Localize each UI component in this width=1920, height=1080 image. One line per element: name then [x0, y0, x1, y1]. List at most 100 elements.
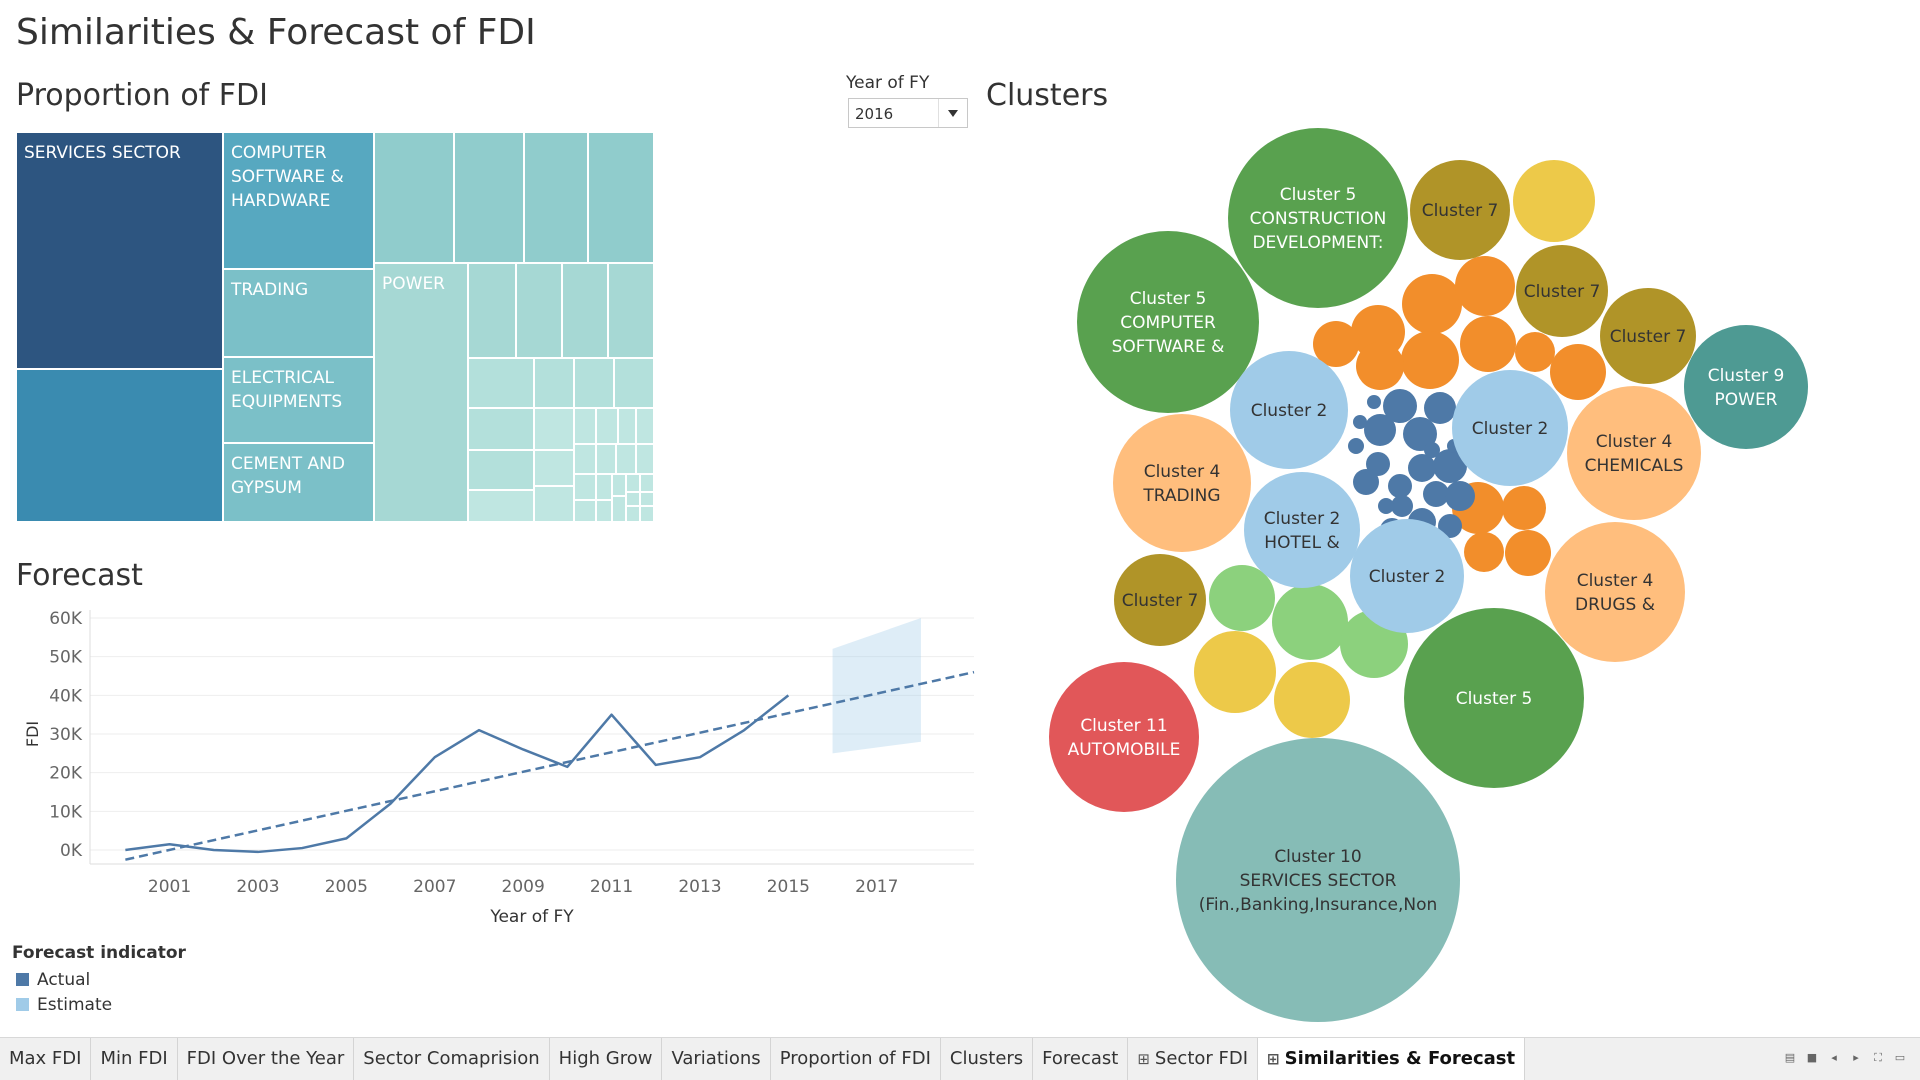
- cluster-bubble[interactable]: [1272, 584, 1348, 660]
- treemap-cell[interactable]: [574, 474, 596, 500]
- sheet-tab[interactable]: Proportion of FDI: [771, 1038, 941, 1080]
- treemap-cell[interactable]: [468, 450, 534, 490]
- cluster-bubble[interactable]: [1464, 532, 1504, 572]
- cluster-bubble[interactable]: [1550, 344, 1606, 400]
- treemap-cell[interactable]: [574, 500, 596, 522]
- next-icon[interactable]: ▸: [1853, 1051, 1859, 1064]
- treemap-cell[interactable]: [468, 263, 516, 358]
- prev-icon[interactable]: ◂: [1831, 1051, 1837, 1064]
- cluster-bubble[interactable]: [1600, 288, 1696, 384]
- present-icon[interactable]: ▭: [1894, 1051, 1906, 1064]
- cluster-bubble[interactable]: [1505, 530, 1551, 576]
- cluster-bubble[interactable]: [1350, 519, 1464, 633]
- cluster-bubble[interactable]: [1438, 514, 1462, 538]
- treemap-cell[interactable]: [626, 474, 640, 492]
- cluster-bubble[interactable]: [1408, 454, 1436, 482]
- cluster-bubble[interactable]: [1274, 662, 1350, 738]
- treemap-cell[interactable]: [468, 408, 534, 450]
- cluster-bubble[interactable]: [1230, 351, 1348, 469]
- treemap-cell[interactable]: [574, 444, 596, 474]
- treemap-cell[interactable]: [534, 450, 574, 486]
- treemap-cell[interactable]: [454, 132, 524, 263]
- cluster-bubble[interactable]: [1353, 415, 1367, 429]
- treemap-cell[interactable]: [616, 444, 636, 474]
- cluster-bubble[interactable]: [1353, 469, 1379, 495]
- treemap-cell[interactable]: [626, 506, 640, 522]
- treemap-cell[interactable]: [640, 506, 654, 522]
- cluster-bubble[interactable]: [1452, 370, 1568, 486]
- legend-item-estimate[interactable]: Estimate: [16, 995, 112, 1015]
- cluster-bubble[interactable]: [1433, 449, 1467, 483]
- cluster-bubble[interactable]: [1391, 495, 1413, 517]
- cluster-bubble[interactable]: [1424, 392, 1456, 424]
- treemap-cell[interactable]: [608, 263, 654, 358]
- estimate-band[interactable]: [832, 618, 921, 754]
- treemap-cell[interactable]: [16, 369, 223, 522]
- trend-line[interactable]: [125, 670, 975, 861]
- cluster-bubble[interactable]: [1348, 438, 1364, 454]
- cluster-bubble[interactable]: [1460, 316, 1516, 372]
- cluster-bubble[interactable]: [1077, 231, 1259, 413]
- sheet-tab[interactable]: Variations: [662, 1038, 771, 1080]
- sheet-tab[interactable]: Sector Comaprision: [354, 1038, 550, 1080]
- treemap-cell[interactable]: [516, 263, 562, 358]
- cluster-bubble[interactable]: [1366, 452, 1390, 476]
- fullscreen-icon[interactable]: ⛶: [1874, 1051, 1882, 1064]
- cluster-bubble[interactable]: [1567, 386, 1701, 520]
- sheet-tab[interactable]: Clusters: [941, 1038, 1034, 1080]
- cluster-bubble[interactable]: [1502, 486, 1546, 530]
- sheet-tab[interactable]: ⊞ Similarities & Forecast: [1258, 1038, 1526, 1080]
- cluster-bubble[interactable]: [1404, 608, 1584, 788]
- stop-icon[interactable]: ■: [1806, 1051, 1818, 1064]
- legend-item-actual[interactable]: Actual: [16, 970, 90, 990]
- cluster-bubble[interactable]: [1513, 160, 1595, 242]
- treemap-cell[interactable]: [626, 492, 640, 506]
- sheet-tab[interactable]: Min FDI: [91, 1038, 178, 1080]
- treemap-cell[interactable]: [614, 358, 654, 408]
- treemap-cell[interactable]: [574, 358, 614, 408]
- year-filter-dropdown[interactable]: 2016: [848, 98, 968, 128]
- cluster-bubble[interactable]: [1402, 274, 1462, 334]
- sheet-tab[interactable]: ⊞ Sector FDI: [1128, 1038, 1259, 1080]
- cluster-bubble[interactable]: [1383, 389, 1417, 423]
- cluster-bubble[interactable]: [1356, 342, 1404, 390]
- treemap-cell[interactable]: [618, 408, 636, 444]
- cluster-bubble[interactable]: [1455, 256, 1515, 316]
- cluster-bubble[interactable]: [1378, 498, 1394, 514]
- treemap-cell[interactable]: [574, 408, 596, 444]
- treemap-cell[interactable]: ELECTRICAL EQUIPMENTS: [223, 357, 374, 443]
- treemap-cell[interactable]: POWER: [374, 263, 468, 522]
- treemap-cell[interactable]: [596, 444, 616, 474]
- treemap-cell[interactable]: [534, 486, 574, 522]
- cluster-bubble[interactable]: [1684, 325, 1808, 449]
- treemap-cell[interactable]: TRADING: [223, 269, 374, 357]
- cluster-bubble[interactable]: [1049, 662, 1199, 812]
- treemap-cell[interactable]: [468, 358, 534, 408]
- cluster-bubble[interactable]: [1194, 631, 1276, 713]
- treemap-cell[interactable]: COMPUTER SOFTWARE & HARDWARE: [223, 132, 374, 269]
- cluster-bubble[interactable]: [1244, 472, 1360, 588]
- cluster-bubble[interactable]: [1516, 245, 1608, 337]
- cluster-bubble[interactable]: [1423, 481, 1449, 507]
- treemap-cell[interactable]: CEMENT AND GYPSUM: [223, 443, 374, 522]
- treemap-cell[interactable]: [636, 444, 654, 474]
- treemap-cell[interactable]: [468, 490, 534, 522]
- sheet-tab[interactable]: Max FDI: [0, 1038, 92, 1080]
- treemap-cell[interactable]: [640, 474, 654, 492]
- cluster-bubble[interactable]: [1388, 474, 1412, 498]
- cluster-bubble[interactable]: [1176, 738, 1460, 1022]
- treemap-cell[interactable]: [596, 474, 612, 500]
- treemap-cell[interactable]: [596, 408, 618, 444]
- cluster-bubble[interactable]: [1114, 554, 1206, 646]
- actual-line[interactable]: [125, 694, 790, 854]
- treemap-cell[interactable]: SERVICES SECTOR: [16, 132, 223, 369]
- treemap-cell[interactable]: [596, 500, 612, 522]
- treemap-cell[interactable]: [612, 496, 626, 522]
- sheet-tab[interactable]: FDI Over the Year: [178, 1038, 355, 1080]
- treemap-cell[interactable]: [534, 358, 574, 408]
- cluster-bubble[interactable]: [1313, 321, 1359, 367]
- cluster-bubble[interactable]: [1515, 332, 1555, 372]
- treemap-cell[interactable]: [640, 492, 654, 506]
- chevron-down-icon[interactable]: [938, 99, 967, 127]
- cluster-bubble[interactable]: [1403, 417, 1437, 451]
